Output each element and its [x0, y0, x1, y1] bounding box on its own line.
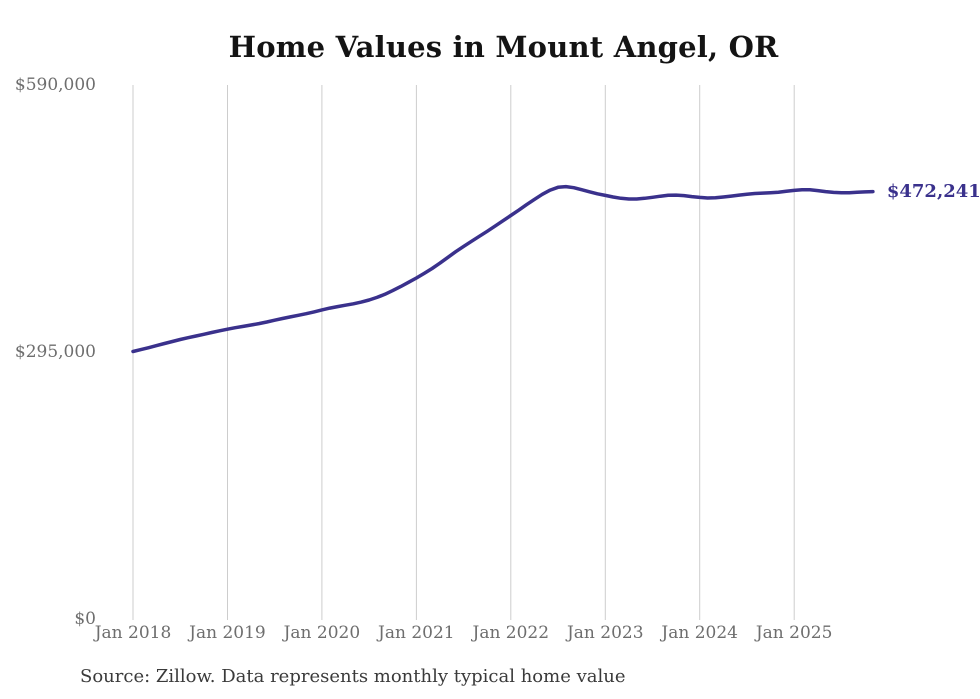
x-axis-label: Jan 2023 — [566, 623, 644, 643]
x-axis-label: Jan 2020 — [283, 623, 361, 643]
latest-value-label: $472,241 — [886, 180, 980, 202]
x-axis-label: Jan 2022 — [472, 623, 550, 643]
y-axis-label: $295,000 — [14, 342, 96, 362]
source-note: Source: Zillow. Data represents monthly … — [80, 666, 626, 687]
year-gridlines — [132, 85, 795, 620]
chart-title: Home Values in Mount Angel, OR — [228, 30, 779, 64]
y-axis-label: $0 — [74, 609, 96, 629]
x-axis-label: Jan 2019 — [189, 623, 266, 643]
x-axis-label: Jan 2018 — [94, 623, 172, 643]
x-axis-label: Jan 2024 — [661, 623, 738, 643]
y-axis-label: $590,000 — [14, 75, 96, 95]
x-axis-label: Jan 2025 — [755, 623, 833, 643]
home-value-line — [131, 184, 875, 354]
x-axis-label: Jan 2021 — [378, 623, 455, 643]
